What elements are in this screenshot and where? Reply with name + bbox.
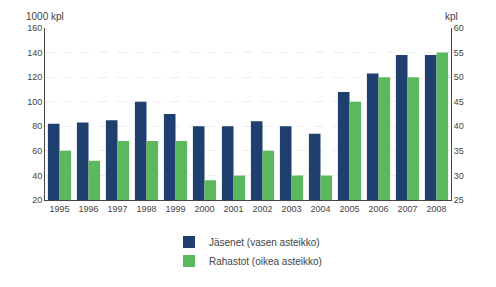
svg-text:2005: 2005 bbox=[339, 204, 359, 214]
svg-text:80: 80 bbox=[32, 121, 42, 131]
svg-text:1998: 1998 bbox=[136, 204, 156, 214]
svg-text:2004: 2004 bbox=[310, 204, 330, 214]
svg-text:30: 30 bbox=[454, 171, 464, 181]
svg-text:140: 140 bbox=[27, 48, 42, 58]
svg-text:2006: 2006 bbox=[368, 204, 388, 214]
svg-text:45: 45 bbox=[454, 97, 464, 107]
svg-text:kpl: kpl bbox=[445, 11, 458, 22]
svg-text:50: 50 bbox=[454, 72, 464, 82]
svg-text:1995: 1995 bbox=[49, 204, 69, 214]
svg-text:20: 20 bbox=[32, 195, 42, 205]
svg-text:55: 55 bbox=[454, 48, 464, 58]
svg-text:2001: 2001 bbox=[223, 204, 243, 214]
svg-text:120: 120 bbox=[27, 72, 42, 82]
svg-text:1996: 1996 bbox=[78, 204, 98, 214]
svg-text:1000 kpl: 1000 kpl bbox=[26, 11, 64, 22]
svg-text:Jäsenet (vasen asteikko): Jäsenet (vasen asteikko) bbox=[209, 237, 320, 248]
svg-text:25: 25 bbox=[454, 195, 464, 205]
svg-text:40: 40 bbox=[32, 171, 42, 181]
svg-text:Rahastot (oikea asteikko): Rahastot (oikea asteikko) bbox=[209, 256, 322, 267]
svg-text:100: 100 bbox=[27, 97, 42, 107]
svg-text:160: 160 bbox=[27, 23, 42, 33]
svg-text:2000: 2000 bbox=[194, 204, 214, 214]
svg-text:1999: 1999 bbox=[165, 204, 185, 214]
svg-text:2008: 2008 bbox=[426, 204, 446, 214]
svg-text:2002: 2002 bbox=[252, 204, 272, 214]
svg-text:60: 60 bbox=[454, 23, 464, 33]
svg-text:2003: 2003 bbox=[281, 204, 301, 214]
svg-text:1997: 1997 bbox=[107, 204, 127, 214]
svg-text:35: 35 bbox=[454, 146, 464, 156]
svg-text:60: 60 bbox=[32, 146, 42, 156]
svg-text:2007: 2007 bbox=[397, 204, 417, 214]
svg-text:40: 40 bbox=[454, 121, 464, 131]
